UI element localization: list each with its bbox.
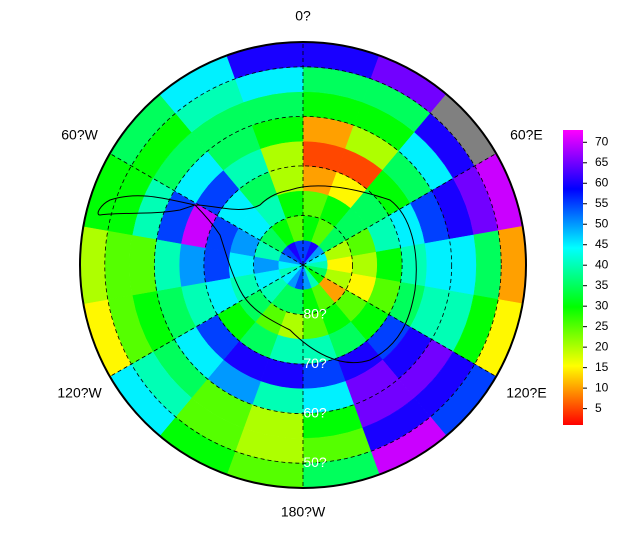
colorbar	[563, 130, 583, 425]
meridian-line	[109, 264, 304, 377]
cell	[400, 243, 428, 287]
meridian-line	[302, 264, 497, 377]
colorbar-label: 15	[595, 360, 609, 374]
meridian-label: 120?E	[506, 385, 546, 401]
colorbar-label: 40	[595, 257, 609, 271]
cell	[424, 238, 452, 292]
cell	[104, 230, 133, 300]
parallel-label: 80?	[303, 305, 327, 321]
meridian-line	[109, 153, 304, 266]
cell	[473, 230, 502, 300]
coastline	[97, 185, 417, 364]
colorbar-label: 45	[595, 237, 609, 251]
colorbar-label: 55	[595, 196, 609, 210]
meridian-label: 60?W	[61, 127, 98, 143]
meridian-label: 120?W	[57, 385, 102, 401]
colorbar-label: 30	[595, 298, 609, 312]
cell	[129, 234, 157, 296]
parallel-label: 50?	[303, 454, 327, 470]
colorbar-label: 70	[595, 134, 609, 148]
parallel-label: 70?	[303, 355, 327, 371]
colorbar-label: 65	[595, 155, 609, 169]
cell	[449, 234, 477, 296]
meridian-label: 60?E	[510, 127, 543, 143]
parallel-label: 60?	[303, 404, 327, 420]
colorbar-label: 5	[595, 401, 602, 415]
meridian-line	[302, 153, 497, 266]
colorbar-label: 10	[595, 380, 609, 394]
colorbar-label: 35	[595, 278, 609, 292]
cell	[79, 225, 109, 305]
cell	[375, 247, 403, 283]
meridian-label: 0?	[295, 8, 311, 24]
meridian-label: 180?W	[281, 504, 326, 520]
cell	[497, 225, 527, 305]
colorbar-label: 60	[595, 175, 609, 189]
cell	[178, 243, 206, 287]
cell	[154, 238, 182, 292]
map-border	[79, 41, 527, 489]
colorbar-label: 25	[595, 319, 609, 333]
colorbar-label: 50	[595, 216, 609, 230]
colorbar-label: 20	[595, 339, 609, 353]
